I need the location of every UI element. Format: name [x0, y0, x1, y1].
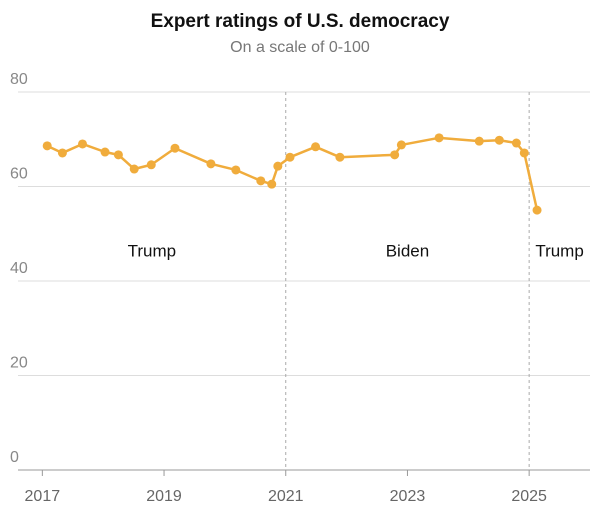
point: [146, 160, 156, 170]
x-tick-label: 2019: [146, 488, 182, 505]
point: [42, 141, 52, 151]
period-label: Trump: [535, 241, 584, 260]
point: [434, 133, 444, 143]
point: [532, 205, 542, 215]
y-tick-label: 60: [10, 166, 28, 183]
point: [256, 176, 266, 186]
point: [267, 179, 277, 189]
y-tick-label: 20: [10, 355, 28, 372]
x-tick-label: 2021: [268, 488, 304, 505]
point: [285, 152, 295, 162]
point: [206, 159, 216, 169]
point: [170, 143, 180, 153]
chart-title: Expert ratings of U.S. democracy: [151, 11, 450, 32]
point: [335, 152, 345, 162]
point: [129, 164, 139, 174]
point: [519, 148, 529, 158]
point: [231, 165, 241, 175]
point: [113, 150, 123, 160]
point: [396, 140, 406, 150]
point: [390, 150, 400, 160]
point: [78, 139, 88, 149]
line: [46, 136, 539, 211]
point: [494, 135, 504, 145]
point: [100, 147, 110, 157]
y-tick-label: 80: [10, 71, 28, 88]
x-tick-label: 2017: [25, 488, 61, 505]
chart-subtitle: On a scale of 0-100: [230, 39, 370, 56]
x-tick-label: 2023: [390, 488, 426, 505]
point: [511, 138, 521, 148]
y-tick-label: 40: [10, 260, 28, 277]
point: [57, 148, 67, 158]
point: [311, 142, 321, 152]
y-tick-label: 0: [10, 449, 19, 466]
x-tick-label: 2025: [511, 488, 547, 505]
point: [273, 161, 283, 171]
point: [474, 136, 484, 146]
period-label: Trump: [128, 241, 177, 260]
period-label: Biden: [386, 241, 429, 260]
